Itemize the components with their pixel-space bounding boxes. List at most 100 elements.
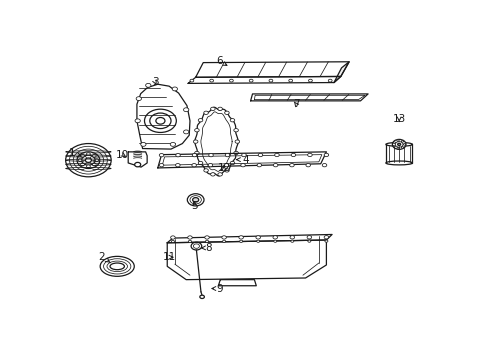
Circle shape <box>189 79 193 82</box>
Circle shape <box>208 153 213 157</box>
Circle shape <box>188 240 191 243</box>
Circle shape <box>256 240 259 242</box>
Circle shape <box>218 173 222 176</box>
Ellipse shape <box>385 161 411 165</box>
Circle shape <box>218 107 222 111</box>
Circle shape <box>208 163 212 167</box>
Circle shape <box>290 240 293 242</box>
Circle shape <box>392 142 395 144</box>
Circle shape <box>136 97 141 100</box>
Text: 11: 11 <box>162 252 175 262</box>
Polygon shape <box>167 240 326 280</box>
Text: 5: 5 <box>191 201 198 211</box>
Circle shape <box>308 79 312 82</box>
Circle shape <box>396 140 398 141</box>
Circle shape <box>274 153 279 157</box>
Polygon shape <box>385 144 411 163</box>
Circle shape <box>183 108 188 112</box>
Circle shape <box>327 79 331 82</box>
Circle shape <box>307 240 310 242</box>
Polygon shape <box>195 62 348 77</box>
Circle shape <box>240 163 245 167</box>
Circle shape <box>81 163 84 166</box>
Text: 3: 3 <box>151 77 158 87</box>
Circle shape <box>86 165 90 168</box>
Circle shape <box>233 129 238 132</box>
Circle shape <box>81 154 84 157</box>
Circle shape <box>255 236 260 239</box>
Text: 2: 2 <box>99 252 110 263</box>
Text: 9: 9 <box>211 284 223 293</box>
Text: 12: 12 <box>217 163 230 174</box>
Polygon shape <box>128 152 147 167</box>
Circle shape <box>268 79 272 82</box>
Polygon shape <box>167 234 331 243</box>
Circle shape <box>322 163 326 167</box>
Circle shape <box>159 163 163 167</box>
Circle shape <box>324 240 327 242</box>
Circle shape <box>306 235 311 239</box>
Circle shape <box>233 151 238 155</box>
Circle shape <box>145 84 151 87</box>
Circle shape <box>241 153 246 157</box>
Circle shape <box>198 118 203 122</box>
Circle shape <box>289 163 294 167</box>
Circle shape <box>222 240 225 242</box>
Circle shape <box>224 163 228 167</box>
Circle shape <box>305 163 310 167</box>
Circle shape <box>170 143 175 146</box>
Circle shape <box>401 140 403 142</box>
Circle shape <box>258 153 262 157</box>
Circle shape <box>224 111 229 114</box>
Circle shape <box>225 153 229 157</box>
Circle shape <box>224 169 229 172</box>
Circle shape <box>396 147 398 149</box>
Circle shape <box>170 236 175 239</box>
Circle shape <box>392 145 395 147</box>
Ellipse shape <box>385 143 411 146</box>
Circle shape <box>172 87 177 91</box>
Circle shape <box>395 141 402 147</box>
Circle shape <box>289 236 294 239</box>
Circle shape <box>273 240 276 242</box>
Circle shape <box>193 140 198 143</box>
Circle shape <box>95 159 99 162</box>
Text: 4: 4 <box>236 155 249 165</box>
Circle shape <box>210 107 215 111</box>
Circle shape <box>203 169 208 172</box>
Circle shape <box>159 153 163 157</box>
Polygon shape <box>250 94 367 101</box>
Circle shape <box>187 236 192 239</box>
Circle shape <box>209 79 213 82</box>
Text: 7: 7 <box>292 99 299 109</box>
Circle shape <box>290 153 295 157</box>
Circle shape <box>193 244 199 248</box>
Circle shape <box>249 79 252 82</box>
Circle shape <box>134 162 141 167</box>
Text: 8: 8 <box>201 243 212 253</box>
Circle shape <box>200 295 204 298</box>
Circle shape <box>273 163 277 167</box>
Circle shape <box>85 158 91 162</box>
Circle shape <box>156 117 164 124</box>
Circle shape <box>192 153 196 157</box>
Circle shape <box>175 163 180 167</box>
Circle shape <box>183 130 188 134</box>
Circle shape <box>175 153 180 157</box>
Circle shape <box>141 143 146 146</box>
Circle shape <box>78 159 82 162</box>
Text: 13: 13 <box>392 114 405 123</box>
Circle shape <box>324 153 328 157</box>
Circle shape <box>171 240 174 243</box>
Circle shape <box>203 111 208 114</box>
Circle shape <box>230 118 234 122</box>
Circle shape <box>401 147 403 148</box>
Circle shape <box>192 198 198 202</box>
Circle shape <box>397 143 400 145</box>
Circle shape <box>135 119 140 123</box>
Circle shape <box>272 236 277 239</box>
Polygon shape <box>137 84 189 149</box>
Circle shape <box>307 153 311 157</box>
Circle shape <box>230 161 234 165</box>
Circle shape <box>194 151 199 155</box>
